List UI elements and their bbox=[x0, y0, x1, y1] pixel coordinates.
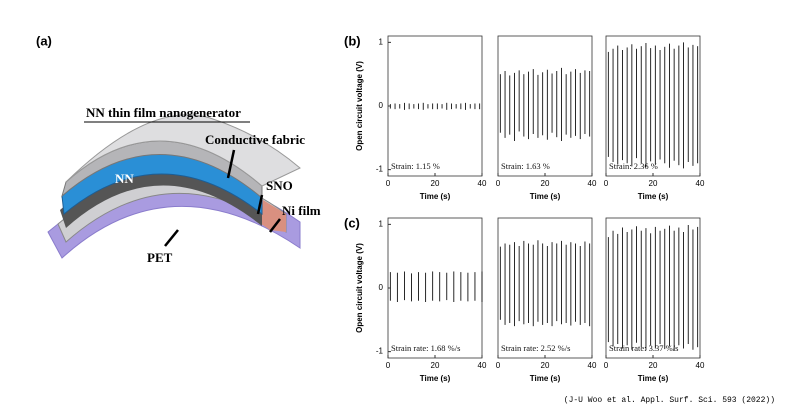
annotation: Strain rate: 3.37 %/s bbox=[609, 343, 678, 353]
x-axis-label: Time (s) bbox=[638, 192, 669, 201]
x-tick-label: 20 bbox=[649, 361, 658, 370]
y-tick-label: 0 bbox=[379, 101, 384, 110]
x-tick-label: 0 bbox=[386, 179, 391, 188]
y-tick-label: 0 bbox=[379, 283, 384, 292]
arrow bbox=[269, 218, 281, 233]
y-axis-label: Open circuit voltage (V) bbox=[355, 61, 364, 151]
y-tick-label: 1 bbox=[379, 37, 384, 46]
layer-label: NN bbox=[115, 171, 134, 186]
x-tick-label: 20 bbox=[649, 179, 658, 188]
x-tick-label: 40 bbox=[696, 179, 705, 188]
annotation: Strain rate: 1.68 %/s bbox=[391, 343, 460, 353]
x-tick-label: 0 bbox=[496, 179, 501, 188]
x-tick-label: 40 bbox=[696, 361, 705, 370]
layer-label: Ni film bbox=[282, 203, 321, 218]
annotation: Strain: 1.15 % bbox=[391, 161, 440, 171]
x-tick-label: 40 bbox=[478, 361, 487, 370]
arrow bbox=[164, 229, 179, 247]
x-tick-label: 0 bbox=[604, 179, 609, 188]
x-axis-label: Time (s) bbox=[420, 374, 451, 383]
annotation: Strain: 1.63 % bbox=[501, 161, 550, 171]
arrow bbox=[226, 149, 236, 179]
x-tick-label: 20 bbox=[541, 179, 550, 188]
y-tick-label: -1 bbox=[376, 165, 384, 174]
y-axis-label: Open circuit voltage (V) bbox=[355, 243, 364, 333]
y-tick-label: 1 bbox=[379, 219, 384, 228]
annotation: Strain rate: 2.52 %/s bbox=[501, 343, 570, 353]
x-axis-label: Time (s) bbox=[530, 192, 561, 201]
layer-label: PET bbox=[147, 250, 173, 265]
fabric-top bbox=[65, 114, 301, 187]
layer-label: SNO bbox=[266, 178, 293, 193]
x-tick-label: 40 bbox=[588, 361, 597, 370]
layer-label: Conductive fabric bbox=[205, 132, 305, 147]
panel-label: (c) bbox=[344, 215, 360, 230]
x-tick-label: 20 bbox=[431, 179, 440, 188]
x-tick-label: 0 bbox=[386, 361, 391, 370]
x-axis-label: Time (s) bbox=[530, 374, 561, 383]
x-tick-label: 20 bbox=[431, 361, 440, 370]
annotation: Strain: 2.36 % bbox=[609, 161, 658, 171]
x-tick-label: 0 bbox=[496, 361, 501, 370]
x-tick-label: 40 bbox=[478, 179, 487, 188]
panel-label: (a) bbox=[36, 33, 52, 48]
arrow bbox=[256, 194, 264, 215]
citation: (J-U Woo et al. Appl. Surf. Sci. 593 (20… bbox=[564, 396, 775, 405]
x-axis-label: Time (s) bbox=[420, 192, 451, 201]
diagram bbox=[47, 114, 301, 259]
x-tick-label: 20 bbox=[541, 361, 550, 370]
x-tick-label: 0 bbox=[604, 361, 609, 370]
x-axis-label: Time (s) bbox=[638, 374, 669, 383]
diagram-title: NN thin film nanogenerator bbox=[86, 105, 241, 120]
x-tick-label: 40 bbox=[588, 179, 597, 188]
y-tick-label: -1 bbox=[376, 347, 384, 356]
panel-label: (b) bbox=[344, 33, 361, 48]
